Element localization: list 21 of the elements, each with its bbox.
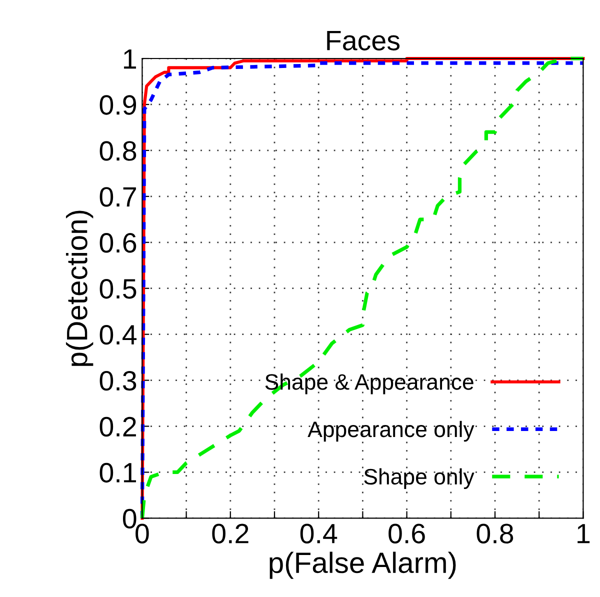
legend-label: Shape only [364, 468, 474, 489]
y-tick-label: 0.6 [100, 233, 136, 253]
y-tick-label: 0.2 [100, 416, 136, 437]
chart-title: Faces [327, 31, 400, 50]
y-tick-label: 0.1 [100, 462, 136, 483]
y-tick-label: 0.3 [100, 370, 136, 391]
y-axis-title: p(Detection) [66, 210, 94, 366]
x-tick-label: 0.2 [212, 524, 248, 544]
y-tick-label: 0 [122, 508, 136, 529]
x-tick-label: 0.8 [476, 524, 514, 544]
y-tick-label: 0.9 [100, 95, 136, 115]
x-tick-label: 0.6 [388, 524, 425, 544]
y-tick-label: 0.7 [100, 187, 136, 207]
x-tick-label: 1 [578, 524, 590, 544]
x-tick-label: 0.4 [300, 524, 338, 544]
y-tick-label: 0.4 [100, 324, 137, 345]
x-axis-title: p(False Alarm) [270, 552, 456, 579]
y-tick-label: 1 [124, 49, 136, 69]
y-tick-label: 0.8 [100, 141, 136, 161]
y-tick-label: 0.5 [100, 279, 136, 299]
legend-label: Appearance only [308, 420, 474, 442]
